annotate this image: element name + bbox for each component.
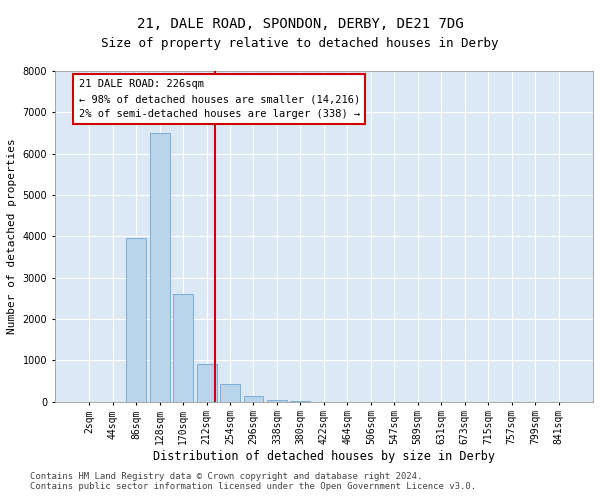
X-axis label: Distribution of detached houses by size in Derby: Distribution of detached houses by size … <box>153 450 495 463</box>
Bar <box>149 133 170 402</box>
Bar <box>126 238 146 402</box>
Text: 21 DALE ROAD: 226sqm
← 98% of detached houses are smaller (14,216)
2% of semi-de: 21 DALE ROAD: 226sqm ← 98% of detached h… <box>79 79 360 119</box>
Bar <box>197 364 217 402</box>
Text: Size of property relative to detached houses in Derby: Size of property relative to detached ho… <box>101 38 499 51</box>
Bar <box>220 384 240 402</box>
Text: Contains HM Land Registry data © Crown copyright and database right 2024.: Contains HM Land Registry data © Crown c… <box>30 472 422 481</box>
Bar <box>244 396 263 402</box>
Y-axis label: Number of detached properties: Number of detached properties <box>7 138 17 334</box>
Bar <box>173 294 193 402</box>
Bar <box>267 400 287 402</box>
Text: Contains public sector information licensed under the Open Government Licence v3: Contains public sector information licen… <box>30 482 476 491</box>
Text: 21, DALE ROAD, SPONDON, DERBY, DE21 7DG: 21, DALE ROAD, SPONDON, DERBY, DE21 7DG <box>137 18 463 32</box>
